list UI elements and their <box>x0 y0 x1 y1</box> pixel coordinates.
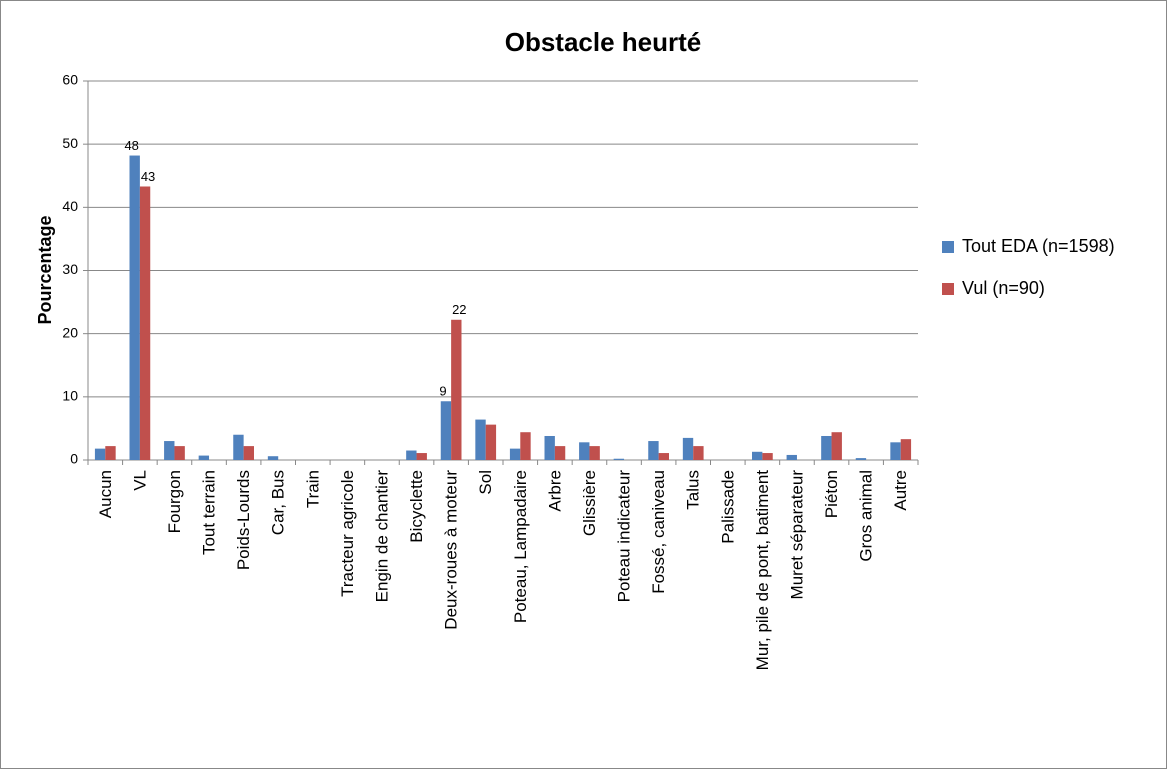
bar <box>900 439 912 460</box>
bar <box>544 435 555 460</box>
bar <box>890 442 901 460</box>
bar <box>198 455 210 460</box>
bar <box>786 454 797 460</box>
x-tick-label: Talus <box>684 470 703 510</box>
bar <box>509 448 521 460</box>
x-tick-label: Car, Bus <box>269 470 288 535</box>
y-tick-label: 40 <box>62 198 78 214</box>
x-tick-label: Bicyclette <box>407 470 426 543</box>
bar <box>682 437 694 460</box>
data-label: 48 <box>124 138 138 153</box>
y-tick-label: 20 <box>62 324 78 340</box>
bar <box>520 432 531 460</box>
bar <box>416 453 427 460</box>
chart-title: Obstacle heurté <box>505 27 702 57</box>
y-tick-label: 10 <box>62 388 78 404</box>
bar <box>579 442 590 460</box>
bar <box>762 453 773 460</box>
bar <box>406 450 417 460</box>
bar <box>105 446 116 460</box>
bar <box>648 441 659 460</box>
bar <box>164 441 175 460</box>
bar <box>243 446 254 460</box>
x-tick-label: Poteau, Lampadaire <box>511 470 530 623</box>
bar <box>613 458 625 460</box>
x-tick-label: VL <box>130 470 149 491</box>
y-tick-label: 50 <box>62 135 78 151</box>
x-tick-label: Fossé, caniveau <box>649 470 668 594</box>
x-tick-label: Palissade <box>718 470 737 544</box>
bar <box>752 451 763 460</box>
bar <box>451 319 462 460</box>
bar <box>440 401 452 460</box>
bar <box>267 456 279 460</box>
x-tick-label: Aucun <box>96 470 115 518</box>
y-axis-label: Pourcentage <box>35 215 55 324</box>
x-tick-label: Muret séparateur <box>787 470 806 600</box>
x-tick-label: Fourgon <box>165 470 184 533</box>
x-tick-label: Tracteur agricole <box>338 470 357 597</box>
x-tick-label: Deux-roues à moteur <box>442 470 461 630</box>
y-tick-label: 0 <box>70 451 78 467</box>
bar <box>475 419 486 460</box>
data-label: 43 <box>141 169 155 184</box>
bar <box>174 446 185 460</box>
bar <box>658 453 669 460</box>
bar <box>554 446 566 460</box>
bar <box>693 446 704 460</box>
bar <box>821 435 832 460</box>
x-tick-label: Tout terrain <box>200 470 219 555</box>
bar <box>589 446 600 460</box>
x-tick-label: Mur, pile de pont, batiment <box>753 470 772 671</box>
bar <box>855 458 867 460</box>
legend-swatch <box>942 241 954 253</box>
data-label: 9 <box>439 384 446 399</box>
x-tick-label: Arbre <box>545 470 564 512</box>
y-tick-label: 30 <box>62 261 78 277</box>
y-tick-label: 60 <box>62 72 78 88</box>
x-tick-label: Train <box>303 470 322 508</box>
legend-label: Tout EDA (n=1598) <box>962 236 1115 256</box>
x-tick-label: Poids-Lourds <box>234 470 253 570</box>
bar <box>94 448 106 460</box>
x-tick-label: Piéton <box>822 470 841 518</box>
x-tick-label: Autre <box>891 470 910 511</box>
x-tick-label: Glissière <box>580 470 599 536</box>
x-tick-label: Poteau indicateur <box>615 470 634 603</box>
legend-label: Vul (n=90) <box>962 278 1045 298</box>
legend-swatch <box>942 283 954 295</box>
bar <box>233 434 244 460</box>
data-label: 22 <box>452 302 466 317</box>
x-tick-label: Sol <box>476 470 495 495</box>
bar <box>139 186 151 460</box>
x-tick-label: Engin de chantier <box>372 470 391 603</box>
bar <box>831 432 842 460</box>
bar <box>129 155 140 460</box>
x-tick-label: Gros animal <box>857 470 876 562</box>
bar <box>485 424 497 460</box>
